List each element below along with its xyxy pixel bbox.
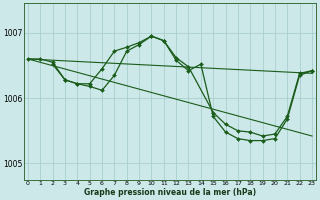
X-axis label: Graphe pression niveau de la mer (hPa): Graphe pression niveau de la mer (hPa) xyxy=(84,188,256,197)
